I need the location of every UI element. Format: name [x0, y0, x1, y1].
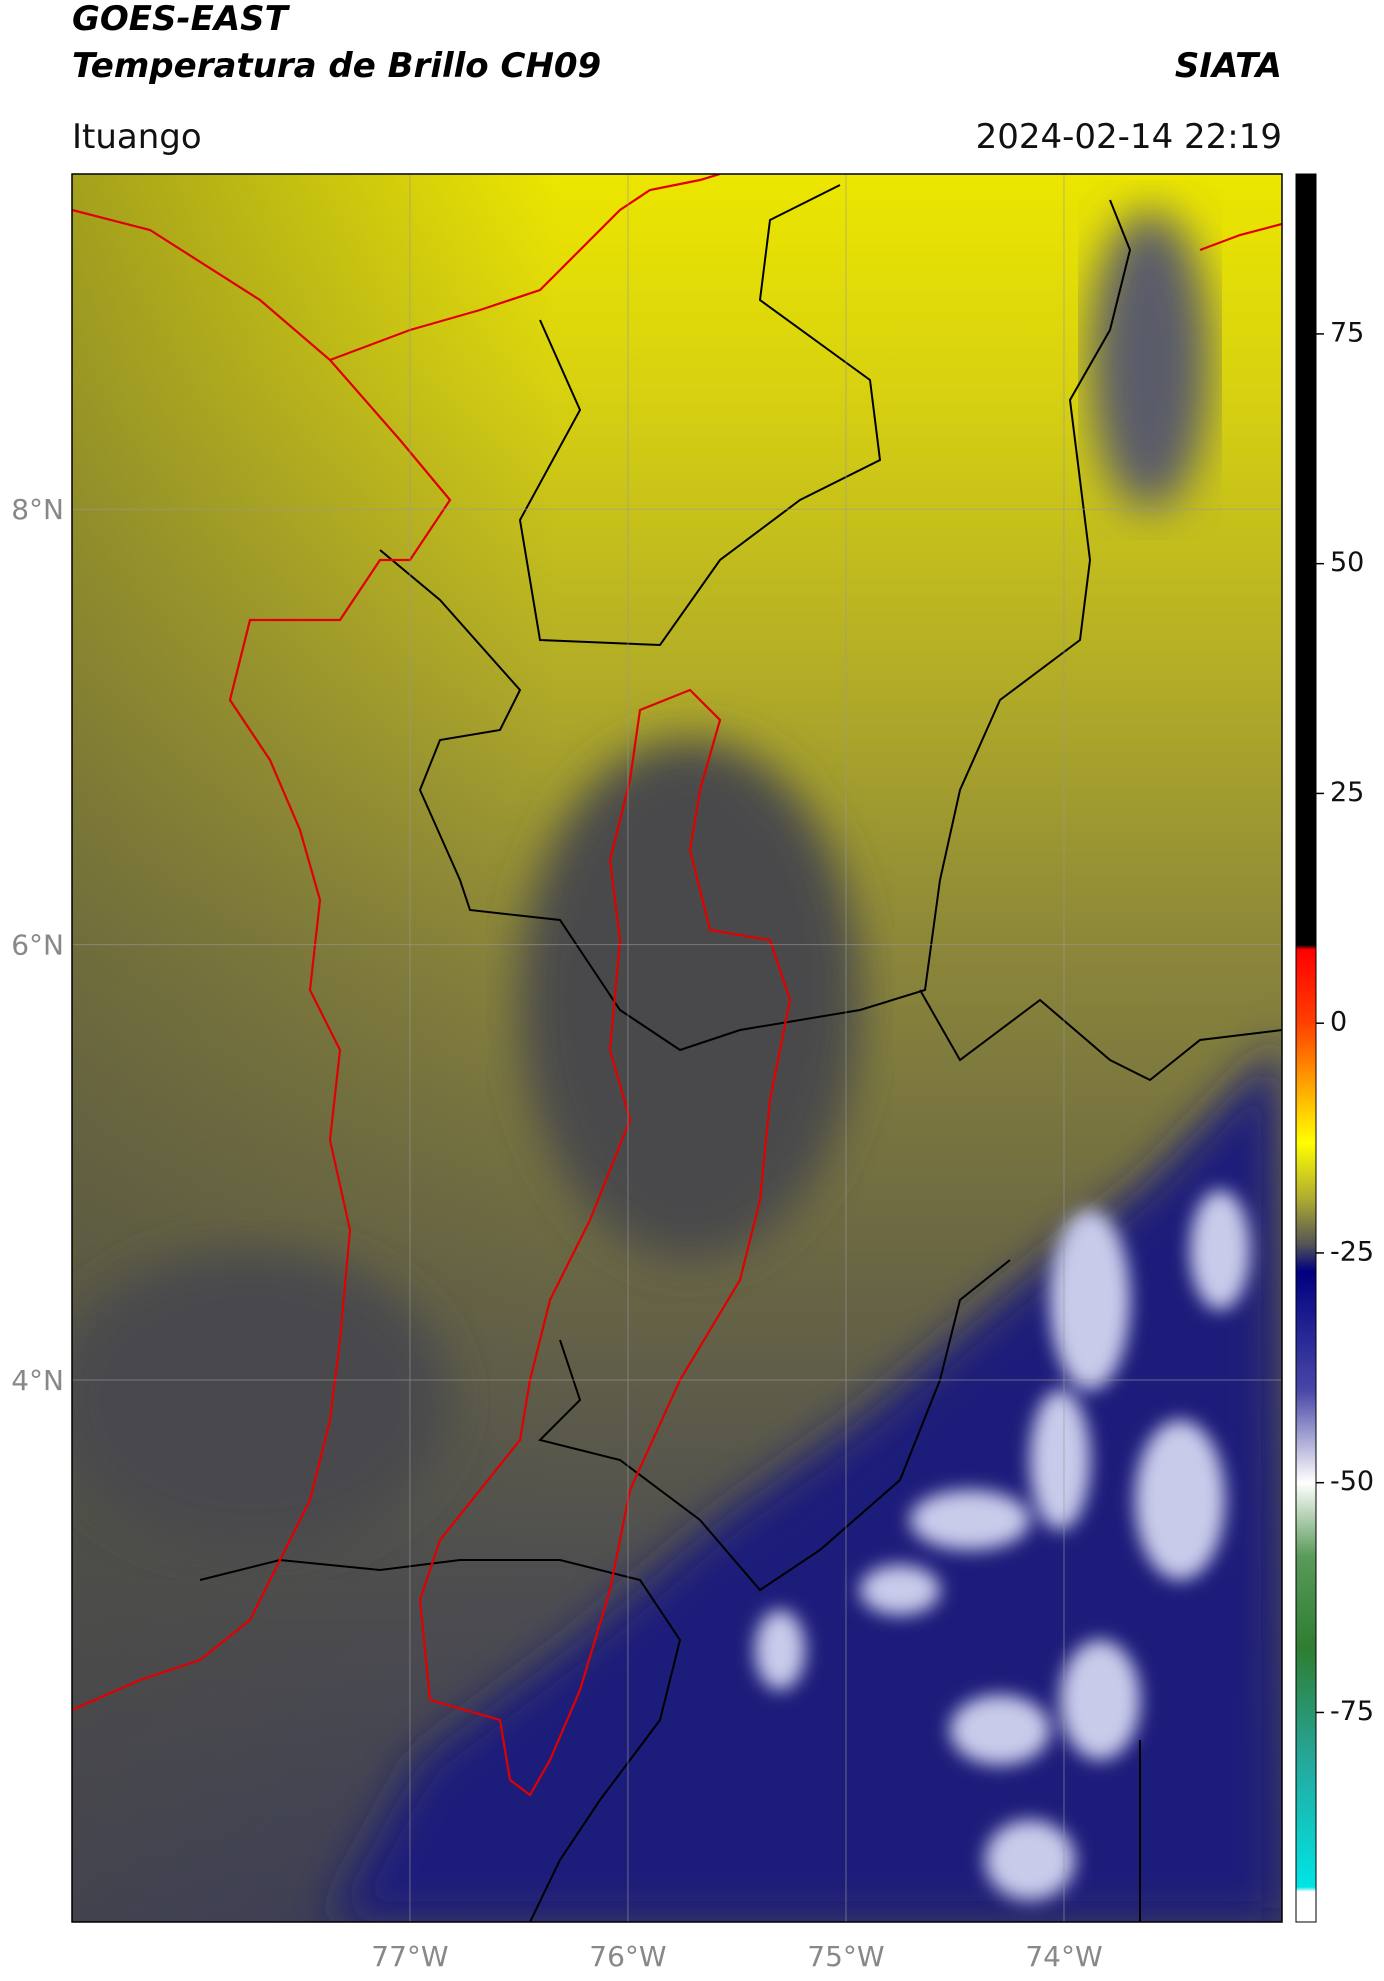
map-image: [72, 174, 1282, 1922]
colorbar-tick-label: -50: [1330, 1466, 1374, 1497]
y-tick-label: 4°N: [11, 1364, 64, 1397]
y-tick-label: 6°N: [11, 929, 64, 962]
x-tick-label: 77°W: [371, 1940, 448, 1973]
region: Ituango: [72, 117, 202, 157]
colorbar-tick-label: 50: [1330, 547, 1364, 578]
colorbar-tick-label: -25: [1330, 1236, 1374, 1267]
x-tick-label: 75°W: [807, 1940, 884, 1973]
colorbar-tick-label: 0: [1330, 1007, 1347, 1038]
timestamp: 2024-02-14 22:19: [976, 117, 1282, 157]
colorbar-tick-label: 75: [1330, 317, 1364, 348]
colorbar-tick-label: -75: [1330, 1696, 1374, 1727]
y-tick-label: 8°N: [11, 493, 64, 526]
source: SIATA: [1175, 46, 1282, 86]
colorbar-tick-label: 25: [1330, 777, 1364, 808]
colorbar: [1295, 173, 1317, 1923]
title: GOES-EAST: [72, 0, 291, 39]
x-tick-label: 76°W: [589, 1940, 666, 1973]
map-frame: [71, 173, 1283, 1923]
title: Temperatura de Brillo CH09: [72, 46, 601, 86]
x-tick-label: 74°W: [1025, 1940, 1102, 1973]
